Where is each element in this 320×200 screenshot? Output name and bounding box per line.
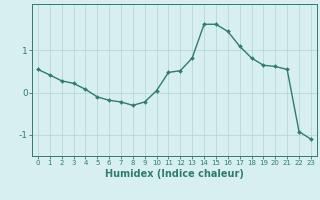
X-axis label: Humidex (Indice chaleur): Humidex (Indice chaleur) xyxy=(105,169,244,179)
